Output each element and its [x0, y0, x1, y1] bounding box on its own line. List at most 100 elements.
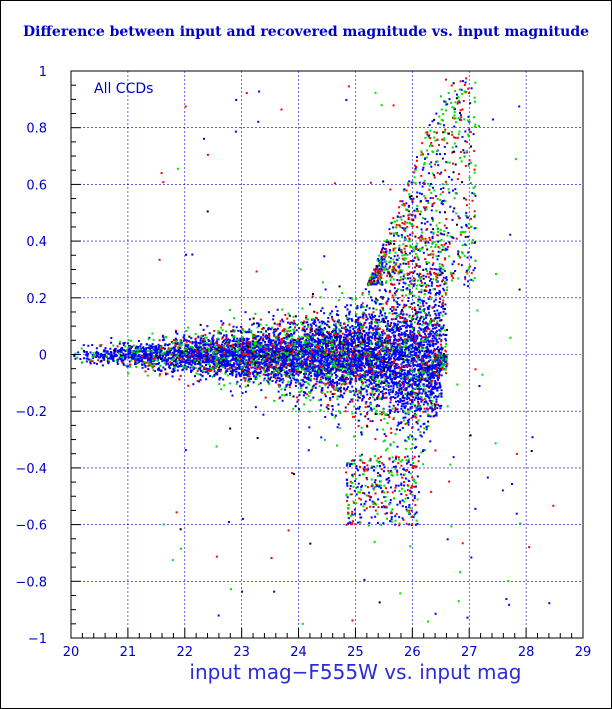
data-point [385, 370, 388, 373]
data-point [118, 342, 121, 345]
data-point [271, 358, 274, 361]
data-point [291, 367, 294, 370]
data-point [334, 352, 337, 355]
data-point [251, 366, 254, 369]
data-point [134, 361, 137, 364]
data-point [370, 322, 373, 325]
data-point [438, 382, 441, 385]
data-point [318, 347, 321, 350]
data-point [310, 329, 313, 332]
data-point [352, 389, 355, 392]
data-point [266, 368, 269, 371]
data-point [378, 404, 381, 407]
data-point [374, 325, 377, 328]
data-point [422, 328, 425, 331]
data-point [345, 314, 348, 317]
data-point [145, 361, 148, 364]
data-point [300, 350, 303, 353]
data-point [189, 359, 192, 362]
data-point [435, 414, 438, 417]
data-point [381, 302, 384, 305]
data-point [398, 330, 401, 333]
data-point [187, 340, 190, 343]
data-point [220, 348, 223, 351]
data-point [145, 349, 148, 352]
data-point [360, 431, 363, 434]
data-point [274, 381, 277, 384]
data-point [107, 352, 110, 355]
data-point [147, 346, 150, 349]
data-point [416, 386, 419, 389]
data-point [326, 336, 329, 339]
data-point [266, 336, 269, 339]
data-point [213, 355, 216, 358]
data-point [109, 347, 112, 350]
data-point [127, 353, 130, 356]
data-point [343, 361, 346, 364]
data-point [278, 350, 281, 353]
data-point [244, 350, 247, 353]
data-point [401, 346, 404, 349]
data-point [387, 334, 390, 337]
data-point [381, 349, 384, 352]
data-point [158, 354, 161, 357]
data-point [425, 371, 428, 374]
data-point [273, 353, 276, 356]
data-point [227, 355, 230, 358]
data-point [237, 329, 240, 332]
data-point [392, 387, 395, 390]
data-point [300, 346, 303, 349]
data-point [252, 360, 255, 363]
data-point [197, 357, 200, 360]
data-point [272, 372, 275, 375]
data-point [187, 357, 190, 360]
data-point [431, 408, 434, 411]
data-point [349, 342, 352, 345]
data-point [414, 354, 417, 357]
data-point [377, 324, 380, 327]
data-point [168, 353, 171, 356]
data-point [287, 347, 290, 350]
data-point [345, 376, 348, 379]
data-point [216, 357, 219, 360]
data-point [257, 383, 260, 386]
data-point [289, 322, 292, 325]
data-point [363, 387, 366, 390]
data-point [431, 407, 434, 410]
data-point [264, 352, 267, 355]
data-point [400, 353, 403, 356]
data-point [419, 368, 422, 371]
data-point [337, 314, 340, 317]
data-point [173, 346, 176, 349]
data-point [101, 356, 104, 359]
data-point [314, 386, 317, 389]
data-point [382, 317, 385, 320]
data-point [165, 360, 168, 363]
data-point [308, 410, 311, 413]
data-point [136, 355, 139, 358]
data-point [182, 368, 185, 371]
data-point [278, 352, 281, 355]
data-point [381, 337, 384, 340]
data-point [365, 319, 368, 322]
data-point [353, 349, 356, 352]
data-point [427, 323, 430, 326]
data-point [421, 375, 424, 378]
data-point [381, 380, 384, 383]
data-point [422, 372, 425, 375]
data-point [206, 353, 209, 356]
data-point [404, 347, 407, 350]
data-point [435, 411, 438, 414]
data-point [368, 353, 371, 356]
data-point [369, 326, 372, 329]
data-point [277, 336, 280, 339]
data-point [438, 316, 441, 319]
data-point [393, 335, 396, 338]
data-point [393, 339, 396, 342]
data-point [436, 369, 439, 372]
data-point [397, 338, 400, 341]
data-point [386, 339, 389, 342]
data-point [410, 335, 413, 338]
data-point [205, 356, 208, 359]
data-point [99, 353, 102, 356]
